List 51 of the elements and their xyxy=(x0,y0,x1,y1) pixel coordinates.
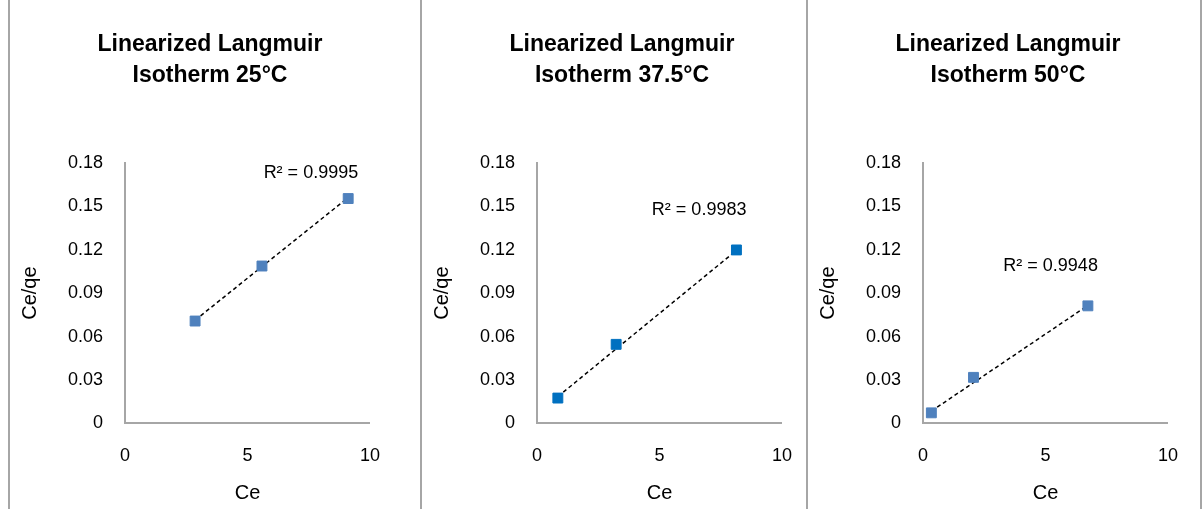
y-tick-label: 0 xyxy=(891,412,902,433)
y-axis-title: Ce/qe xyxy=(429,266,452,320)
y-tick-label: 0.12 xyxy=(67,238,104,259)
point xyxy=(256,260,268,272)
y-tick-label: 0.18 xyxy=(865,151,902,172)
y-tick-label: 0.15 xyxy=(865,195,902,216)
y-tick-label: 0.03 xyxy=(479,368,516,389)
x-axis-title: Ce xyxy=(1032,480,1059,503)
x-tick-label: 5 xyxy=(654,445,665,466)
x-tick-label: 5 xyxy=(1040,445,1051,466)
point xyxy=(189,315,201,327)
y-tick-label: 0.09 xyxy=(67,282,104,303)
annotation: R² = 0.9995 xyxy=(263,161,359,182)
point xyxy=(552,392,564,404)
y-tick-label: 0.15 xyxy=(479,195,516,216)
x-axis-title: Ce xyxy=(646,480,673,503)
annotation: R² = 0.9948 xyxy=(1003,254,1098,275)
y-tick-label: 0 xyxy=(505,412,516,433)
y-tick-label: 0.03 xyxy=(67,368,104,389)
point xyxy=(610,338,622,350)
y-tick-label: 0.12 xyxy=(479,238,516,259)
chart-title: Linearized Langmuir Isotherm 50°C xyxy=(894,29,1122,89)
x-tick-label: 0 xyxy=(918,445,929,466)
y-tick-label: 0.09 xyxy=(865,282,902,303)
y-tick-label: 0.18 xyxy=(479,151,516,172)
y-tick-label: 0.09 xyxy=(479,282,516,303)
point xyxy=(968,371,979,383)
chart-title: Linearized Langmuir Isotherm 25°C xyxy=(96,29,324,89)
x-tick-label: 0 xyxy=(532,445,543,466)
y-tick-label: 0.18 xyxy=(67,151,104,172)
y-axis-title: Ce/qe xyxy=(17,266,40,320)
x-tick-label: 10 xyxy=(359,445,380,466)
annotation: R² = 0.9983 xyxy=(651,198,747,219)
point xyxy=(925,407,937,419)
y-tick-label: 0.06 xyxy=(479,325,516,346)
x-tick-label: 10 xyxy=(1157,445,1178,466)
y-tick-label: 0.12 xyxy=(865,238,902,259)
y-tick-label: 0.06 xyxy=(67,325,104,346)
y-tick-label: 0.06 xyxy=(865,325,902,346)
y-axis-title: Ce/qe xyxy=(815,266,838,320)
y-tick-label: 0.15 xyxy=(67,195,104,216)
chart-title: Linearized Langmuir Isotherm 37.5°C xyxy=(508,29,736,89)
point xyxy=(1082,300,1094,312)
point xyxy=(342,193,354,205)
x-tick-label: 0 xyxy=(120,445,131,466)
y-tick-label: 0.03 xyxy=(865,368,902,389)
x-tick-label: 10 xyxy=(771,445,792,466)
x-tick-label: 5 xyxy=(242,445,253,466)
y-tick-label: 0 xyxy=(93,412,104,433)
x-axis-title: Ce xyxy=(234,480,261,503)
point xyxy=(730,244,742,256)
